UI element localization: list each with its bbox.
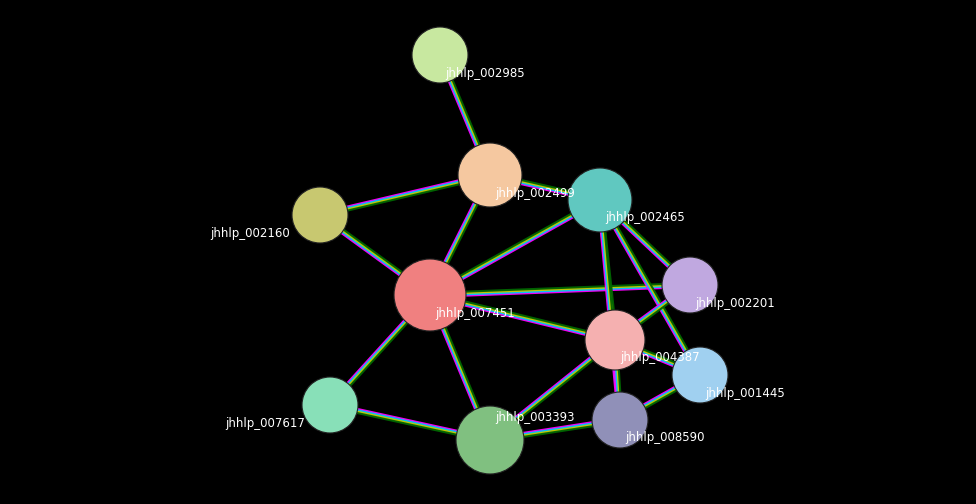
- Text: jhhlp_001445: jhhlp_001445: [705, 387, 785, 400]
- Text: jhhlp_007451: jhhlp_007451: [435, 306, 514, 320]
- Text: jhhlp_002985: jhhlp_002985: [445, 67, 525, 80]
- Circle shape: [302, 377, 358, 433]
- Text: jhhlp_002465: jhhlp_002465: [605, 212, 685, 224]
- Text: jhhlp_002160: jhhlp_002160: [210, 226, 290, 239]
- Text: jhhlp_002201: jhhlp_002201: [695, 296, 775, 309]
- Circle shape: [585, 310, 645, 370]
- Circle shape: [458, 143, 522, 207]
- Circle shape: [394, 259, 466, 331]
- Circle shape: [568, 168, 632, 232]
- Circle shape: [592, 392, 648, 448]
- Text: jhhlp_008590: jhhlp_008590: [625, 431, 705, 445]
- Circle shape: [292, 187, 348, 243]
- Circle shape: [412, 27, 468, 83]
- Circle shape: [672, 347, 728, 403]
- Circle shape: [456, 406, 524, 474]
- Circle shape: [662, 257, 718, 313]
- Text: jhhlp_007617: jhhlp_007617: [225, 416, 305, 429]
- Text: jhhlp_003393: jhhlp_003393: [495, 411, 575, 424]
- Text: jhhlp_004387: jhhlp_004387: [620, 351, 700, 364]
- Text: jhhlp_002499: jhhlp_002499: [495, 186, 575, 200]
